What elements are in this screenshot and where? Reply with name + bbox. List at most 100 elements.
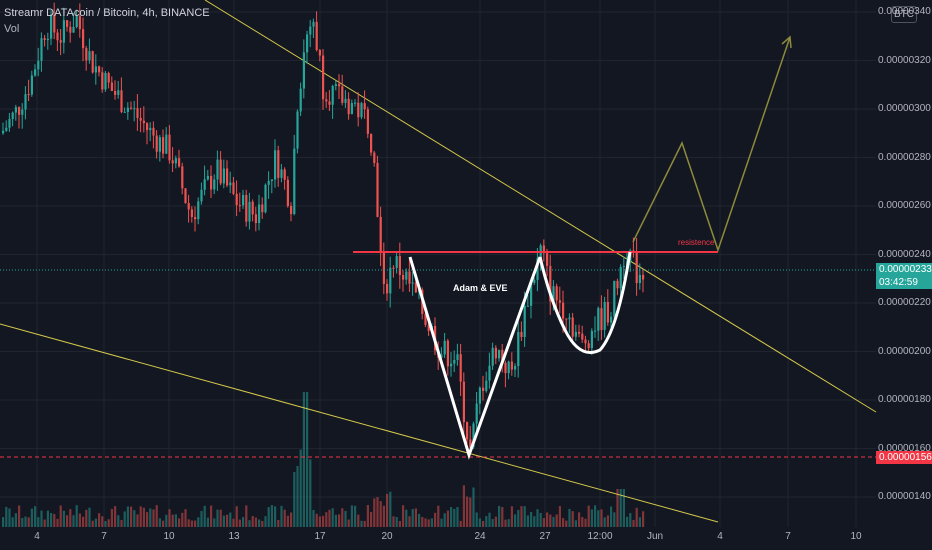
candle-body xyxy=(373,152,376,163)
candle-body xyxy=(242,194,245,206)
volume-bar xyxy=(178,518,181,527)
volume-bar xyxy=(114,506,117,527)
time-axis-label: 10 xyxy=(163,531,175,542)
candle-body xyxy=(370,133,373,153)
volume-bar xyxy=(366,505,369,527)
projection-path xyxy=(632,36,791,253)
volume-bar xyxy=(443,513,446,527)
candle-body xyxy=(91,51,94,73)
candle-body xyxy=(344,98,347,103)
volume-bar xyxy=(72,515,75,527)
volume-bar xyxy=(424,518,427,527)
candle-body xyxy=(334,84,337,86)
volume-bar xyxy=(126,506,129,527)
candle-body xyxy=(514,366,517,370)
volume-bar xyxy=(562,518,565,527)
candle-body xyxy=(363,103,366,110)
volume-bar xyxy=(437,505,440,527)
candle-body xyxy=(475,403,478,424)
volume-bar xyxy=(456,507,459,527)
candle-body xyxy=(82,29,85,49)
volume-bar xyxy=(581,517,584,527)
volume-bar xyxy=(494,516,497,527)
candle-body xyxy=(85,48,88,61)
candle-body xyxy=(466,422,469,440)
time-axis-label: 12:00 xyxy=(587,531,613,542)
price-axis-label: 0.00000340 xyxy=(878,6,931,17)
candle-body xyxy=(34,69,37,76)
volume-bar xyxy=(53,513,56,527)
volume-bar xyxy=(98,513,101,527)
volume-bar xyxy=(565,520,568,527)
candle-body xyxy=(190,209,193,217)
volume-bar xyxy=(200,510,203,527)
candle-body xyxy=(168,134,171,161)
candle-body xyxy=(536,258,539,280)
volume-bar xyxy=(274,506,277,527)
candle-body xyxy=(395,256,398,268)
candle-body xyxy=(504,362,507,374)
volume-bar xyxy=(309,459,312,527)
candle-body xyxy=(88,51,91,61)
candle-body xyxy=(248,201,251,222)
chart-grid xyxy=(0,0,876,527)
candle-body xyxy=(542,245,545,254)
price-axis-label: 0.00000320 xyxy=(878,54,931,66)
candle-body xyxy=(642,274,645,280)
volume-bar xyxy=(379,501,382,527)
currency-badge[interactable]: BTC xyxy=(891,6,917,23)
candle-body xyxy=(376,162,379,217)
volume-bar xyxy=(75,505,78,527)
price-axis-label: 0.00000280 xyxy=(878,151,931,163)
volume-bar xyxy=(155,505,158,527)
volume-bar xyxy=(331,508,334,527)
candle-body xyxy=(622,265,625,267)
eve-pattern-curve xyxy=(538,251,632,354)
candle-body xyxy=(62,20,65,43)
volume-bar xyxy=(30,508,33,527)
volume-bar xyxy=(302,392,305,527)
candle-body xyxy=(165,134,168,154)
volume-bar xyxy=(632,519,635,527)
volume-bar xyxy=(514,514,517,527)
candle-body xyxy=(251,201,254,215)
candle-body xyxy=(293,148,296,215)
volume-bar xyxy=(226,514,229,527)
trendlines xyxy=(0,0,877,523)
candle-body xyxy=(597,308,600,331)
candle-body xyxy=(261,204,264,213)
volume-bar xyxy=(578,512,581,527)
candle-body xyxy=(590,330,593,349)
volume-bar xyxy=(50,513,53,527)
candle-body xyxy=(520,332,523,338)
candle-body xyxy=(379,216,382,253)
candle-body xyxy=(232,182,235,194)
candle-body xyxy=(606,301,609,323)
candle-body xyxy=(488,365,491,381)
candle-body xyxy=(402,274,405,280)
candle-body xyxy=(200,189,203,202)
candle-body xyxy=(162,137,165,154)
candle-body xyxy=(382,252,385,284)
candle-body xyxy=(440,354,443,358)
volume-bar xyxy=(299,449,302,527)
candle-body xyxy=(603,301,606,330)
candle-body xyxy=(450,363,453,367)
candle-body xyxy=(635,251,638,284)
volume-bar xyxy=(549,514,552,527)
candle-body xyxy=(366,109,369,134)
volume-bar xyxy=(190,520,193,527)
candle-body xyxy=(213,179,216,190)
candle-body xyxy=(187,202,190,210)
volume-bar xyxy=(635,507,638,527)
candle-body xyxy=(56,32,59,41)
volume-bar xyxy=(66,515,69,527)
volume-bar xyxy=(312,509,315,527)
symbol-title[interactable]: Streamr DATAcoin / Bitcoin, 4h, BINANCE xyxy=(4,7,210,19)
candle-body xyxy=(238,205,241,207)
candle-body xyxy=(600,308,603,330)
volume-bar xyxy=(248,520,251,527)
candle-body xyxy=(405,271,408,280)
adam-eve-label: Adam & EVE xyxy=(453,283,508,293)
